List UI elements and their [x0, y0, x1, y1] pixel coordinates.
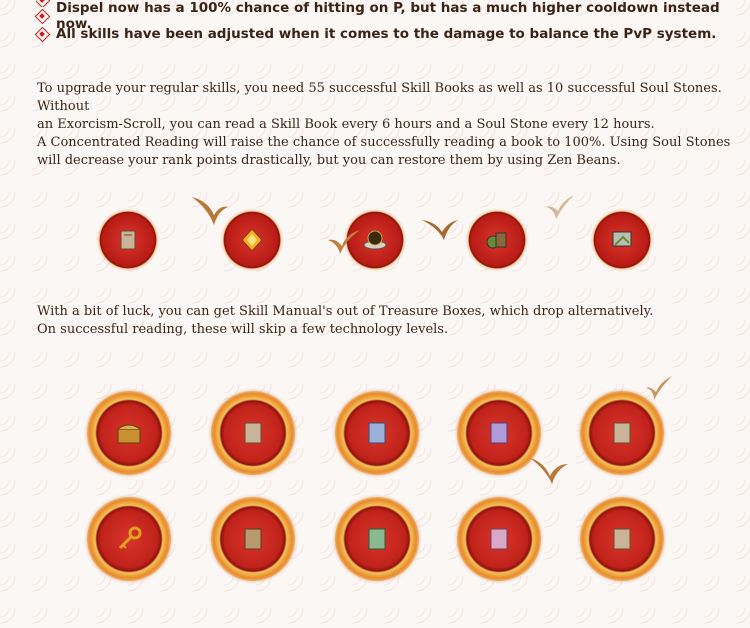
paragraph-line: To upgrade your regular skills, you need…: [37, 81, 722, 114]
bird-icon: [546, 195, 574, 219]
bird-icon: [530, 458, 568, 484]
skill-manual-pink-icon: [457, 497, 541, 581]
diamond-bullet-icon: [36, 28, 48, 40]
zen-bean-icon: [593, 211, 651, 269]
skill-manual-tan-3-icon: [580, 497, 664, 581]
treasure-box-icon: [87, 391, 171, 475]
patch-notes-bullets: Dispel now has a 100% chance of hitting …: [36, 0, 750, 43]
diamond-bullet-icon: [36, 0, 48, 6]
skill-manual-purple-icon: [457, 391, 541, 475]
skill-manual-tan-icon: [211, 391, 295, 475]
bird-icon: [328, 230, 360, 254]
luck-paragraph: With a bit of luck, you can get Skill Ma…: [37, 303, 653, 339]
skill-manual-brown-icon: [211, 497, 295, 581]
exorcism-scroll-icon: [468, 211, 526, 269]
skill-book-icon: [99, 211, 157, 269]
bird-icon: [646, 376, 672, 400]
key-icon: [87, 497, 171, 581]
paragraph-line: an Exorcism-Scroll, you can read a Skill…: [37, 117, 655, 132]
reading-paragraph: A Concentrated Reading will raise the ch…: [37, 134, 730, 170]
bird-icon: [422, 220, 458, 240]
skill-manual-tan-2-icon: [580, 391, 664, 475]
paragraph-line: A Concentrated Reading will raise the ch…: [37, 135, 731, 150]
diamond-bullet-icon: [36, 10, 48, 22]
bird-icon: [192, 197, 228, 225]
skill-manual-blue-icon: [335, 391, 419, 475]
concentrated-reading-icon: [346, 211, 404, 269]
paragraph-line: will decrease your rank points drastical…: [37, 153, 621, 168]
upgrade-paragraph: To upgrade your regular skills, you need…: [37, 80, 750, 134]
bullet-item: All skills have been adjusted when it co…: [36, 25, 750, 43]
bullet-item: Dispel now has a 100% chance of hitting …: [36, 0, 750, 32]
soul-stone-icon: [223, 211, 281, 269]
paragraph-line: On successful reading, these will skip a…: [37, 322, 449, 337]
bullet-text: All skills have been adjusted when it co…: [56, 26, 717, 42]
paragraph-line: With a bit of luck, you can get Skill Ma…: [37, 304, 654, 319]
skill-manual-green-icon: [335, 497, 419, 581]
bullet-text: Dispel now has a 100% chance of hitting …: [56, 0, 720, 32]
